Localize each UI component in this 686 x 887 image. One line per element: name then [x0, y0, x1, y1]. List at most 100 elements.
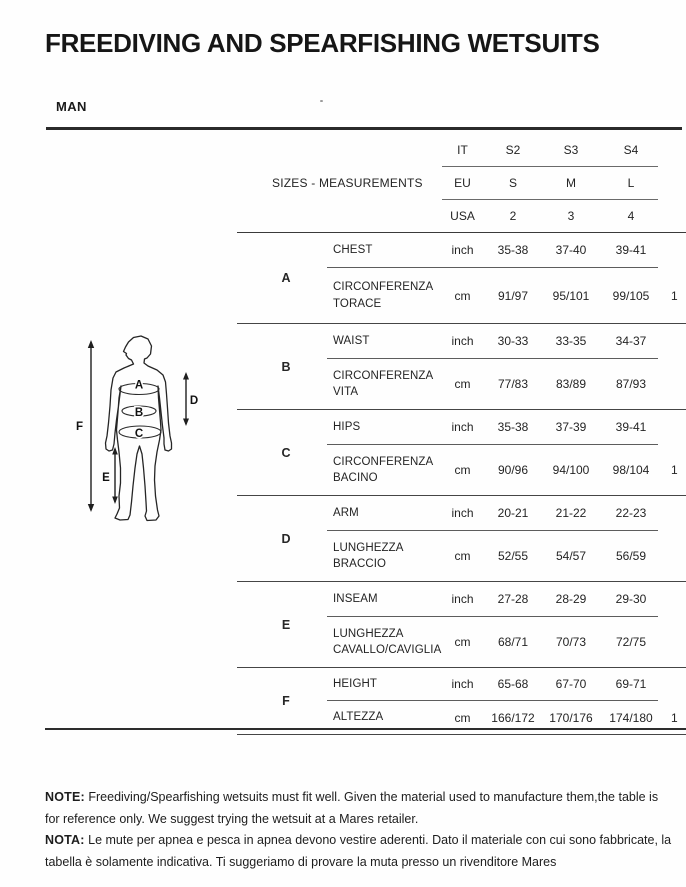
- section-rows-wrap: HIPS inch 35-38 37-39 39-41 CIRCONFERENZ…: [327, 410, 686, 495]
- size-value: 35-38: [497, 420, 529, 434]
- table-row-cm: CIRCONFERENZA VITA cm 77/83 83/89 87/93: [327, 359, 686, 409]
- gender-section-label: MAN: [56, 99, 87, 114]
- size-value: 83/89: [555, 377, 587, 391]
- unit: cm: [454, 710, 471, 725]
- page-title: FREEDIVING AND SPEARFISHING WETSUITS: [45, 28, 600, 58]
- table-row-inch: CHEST inch 35-38 37-40 39-41: [327, 233, 686, 267]
- measure-label: INSEAM: [333, 592, 378, 605]
- table-row-inch: HIPS inch 35-38 37-39 39-41: [327, 410, 686, 444]
- figure-label-waist: B: [135, 407, 143, 419]
- section-letter: D: [281, 531, 291, 546]
- size-value: 70/73: [555, 635, 587, 649]
- measurement-section: A CHEST inch 35-38 37-40 39-41 CIRCONFER…: [237, 233, 686, 324]
- table-row-cm: LUNGHEZZA CAVALLO/CAVIGLIA cm 68/71 70/7…: [327, 617, 686, 667]
- unit: inch: [451, 677, 474, 691]
- size-value: 33-35: [555, 334, 587, 348]
- unit: cm: [454, 549, 471, 563]
- note-en-label: NOTE:: [45, 790, 85, 804]
- note-en: NOTE: Freediving/Spearfishing wetsuits m…: [45, 787, 675, 830]
- measure-label: LUNGHEZZA BRACCIO: [333, 541, 403, 570]
- size-value: 72/75: [615, 635, 647, 649]
- size-value: 35-38: [497, 243, 529, 257]
- size-value: 37-40: [555, 243, 587, 257]
- waist-girth-line: [121, 405, 157, 417]
- unit: inch: [451, 506, 474, 520]
- unit: inch: [451, 592, 474, 606]
- row-divider: [327, 700, 658, 701]
- section-letter: B: [281, 359, 291, 374]
- size-value: 37-39: [555, 420, 587, 434]
- measure-label: ALTEZZA: [333, 711, 384, 724]
- partial-value: 1: [671, 288, 678, 303]
- size-value: 30-33: [497, 334, 529, 348]
- body-silhouette: [104, 335, 173, 522]
- table-row-inch: WAIST inch 30-33 33-35 34-37: [327, 324, 686, 358]
- table-row-cm: CIRCONFERENZA BACINO cm 90/96 94/100 98/…: [327, 445, 686, 495]
- section-rows-wrap: ARM inch 20-21 21-22 22-23 LUNGHEZZA BRA…: [327, 496, 686, 581]
- size-value: 27-28: [497, 592, 529, 606]
- size-value: 91/97: [497, 288, 529, 303]
- measure-label: HEIGHT: [333, 677, 378, 690]
- measurement-section: F HEIGHT inch 65-68 67-70 69-71 ALTEZZA …: [237, 668, 686, 735]
- figure-label-inseam: E: [102, 472, 110, 484]
- size-value: 94/100: [552, 463, 590, 477]
- scan-speck: [320, 100, 323, 102]
- note-it-text: Le mute per apnea e pesca in apnea devon…: [45, 833, 672, 869]
- measure-label: WAIST: [333, 334, 370, 347]
- size-table: SIZES - MEASUREMENTS IT S2 S3 S4 EU S M …: [237, 133, 686, 735]
- measure-label: LUNGHEZZA CAVALLO/CAVIGLIA: [333, 627, 442, 656]
- measure-label: ARM: [333, 506, 359, 519]
- section-rows: A CHEST inch 35-38 37-40 39-41 CIRCONFER…: [237, 233, 686, 735]
- section-rows-wrap: INSEAM inch 27-28 28-29 29-30 LUNGHEZZA …: [327, 582, 686, 667]
- size-value: 22-23: [615, 506, 647, 520]
- size-value: 170/176: [549, 710, 593, 725]
- unit: cm: [454, 635, 471, 649]
- measurement-section: C HIPS inch 35-38 37-39 39-41 CIRCONFERE…: [237, 410, 686, 496]
- arm-length-arrow: [183, 372, 189, 426]
- table-row-cm: CIRCONFERENZA TORACE cm 91/97 95/101 99/…: [327, 268, 686, 323]
- size-value: 174/180: [609, 710, 653, 725]
- size-value: 20-21: [497, 506, 529, 520]
- measure-label: HIPS: [333, 420, 361, 433]
- header-size-value: S: [508, 175, 517, 190]
- size-value: 69-71: [615, 677, 647, 691]
- table-row-cm: ALTEZZA cm 166/172 170/176 174/180 1: [327, 701, 686, 734]
- partial-value: 1: [671, 710, 678, 725]
- header-size-value: M: [566, 175, 576, 190]
- inseam-arrow: [112, 447, 118, 504]
- header-rule: [46, 127, 682, 130]
- note-en-text: Freediving/Spearfishing wetsuits must fi…: [45, 790, 659, 826]
- measure-label: CIRCONFERENZA BACINO: [333, 455, 433, 484]
- figure-label-height: F: [76, 421, 83, 433]
- size-value: 67-70: [555, 677, 587, 691]
- table-row-cm: LUNGHEZZA BRACCIO cm 52/55 54/57 56/59: [327, 531, 686, 581]
- header-size-value: S3: [563, 142, 579, 157]
- size-value: 34-37: [615, 334, 647, 348]
- size-table-header: SIZES - MEASUREMENTS IT S2 S3 S4 EU S M …: [237, 133, 686, 233]
- unit: cm: [454, 288, 471, 303]
- section-letter: C: [281, 445, 291, 460]
- size-system-row: EU S M L: [237, 166, 686, 199]
- size-value: 87/93: [615, 377, 647, 391]
- header-size-value: 4: [627, 208, 635, 223]
- measure-label: CIRCONFERENZA VITA: [333, 369, 433, 398]
- size-system-label: IT: [457, 142, 468, 157]
- figure-label-chest: A: [135, 380, 143, 392]
- section-rows-wrap: HEIGHT inch 65-68 67-70 69-71 ALTEZZA cm…: [327, 668, 686, 734]
- sizes-measurements-label: SIZES - MEASUREMENTS: [272, 175, 423, 190]
- note-it-label: NOTA:: [45, 833, 85, 847]
- note-it: NOTA: Le mute per apnea e pesca in apnea…: [45, 830, 675, 873]
- body-measurement-diagram: A B C D E F: [74, 335, 200, 522]
- measure-label: CHEST: [333, 243, 373, 256]
- header-size-value: 2: [509, 208, 517, 223]
- row-divider: [327, 358, 658, 359]
- measurement-section: E INSEAM inch 27-28 28-29 29-30 LUNGHEZZ…: [237, 582, 686, 668]
- measurement-section: D ARM inch 20-21 21-22 22-23 LUNGHEZZA B…: [237, 496, 686, 582]
- header-rows: IT S2 S3 S4 EU S M L USA 2 3 4: [237, 133, 686, 232]
- partial-value: 1: [671, 463, 678, 477]
- size-value: 90/96: [497, 463, 529, 477]
- size-value: 21-22: [555, 506, 587, 520]
- figure-label-arm: D: [190, 395, 198, 407]
- header-divider: [442, 199, 658, 200]
- row-divider: [327, 444, 658, 445]
